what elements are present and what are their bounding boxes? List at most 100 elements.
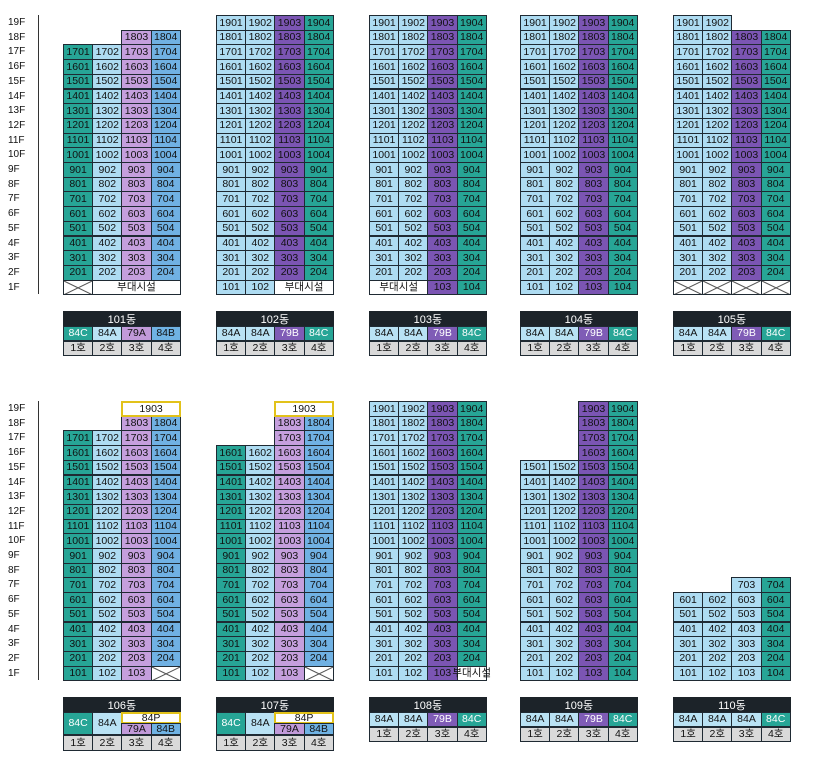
unit-cell[interactable]: 801 [216, 562, 247, 579]
unit-cell[interactable]: 304 [760, 250, 791, 266]
unit-cell[interactable]: 504 [760, 606, 791, 623]
unit-cell[interactable]: 1203 [274, 117, 305, 134]
unit-cell[interactable]: 304 [456, 250, 487, 266]
unit-cell[interactable]: 102 [549, 279, 580, 296]
unit-cell[interactable]: 1201 [520, 503, 551, 520]
unit-cell[interactable]: 201 [673, 650, 704, 667]
unit-cell[interactable]: 104 [607, 665, 638, 682]
unit-cell[interactable]: 1602 [245, 445, 276, 461]
unit-cell[interactable]: 1203 [427, 117, 458, 134]
unit-cell[interactable]: 1204 [607, 117, 638, 134]
unit-cell[interactable]: 1102 [702, 132, 733, 149]
unit-cell[interactable]: 1503 [578, 459, 609, 476]
unit-cell[interactable]: 1302 [398, 103, 429, 119]
unit-cell[interactable]: 1201 [520, 117, 551, 134]
unit-cell[interactable]: 204 [760, 650, 791, 667]
unit-cell[interactable]: 1202 [398, 117, 429, 134]
unit-cell[interactable]: 602 [549, 592, 580, 608]
unit-cell[interactable]: 1701 [369, 44, 400, 61]
unit-cell[interactable]: 1801 [369, 415, 400, 432]
unit-cell[interactable]: 1901 [520, 15, 551, 31]
unit-cell[interactable]: 1903 [427, 401, 458, 417]
unit-cell[interactable]: 1402 [398, 88, 429, 105]
unit-cell[interactable]: 401 [520, 621, 551, 638]
unit-cell[interactable]: 203 [121, 264, 152, 281]
unit-cell[interactable]: 203 [121, 650, 152, 667]
unit-cell[interactable]: 403 [274, 621, 305, 638]
unit-cell[interactable]: 203 [731, 264, 762, 281]
unit-cell[interactable]: 1403 [274, 88, 305, 105]
unit-cell[interactable]: 1004 [150, 147, 181, 163]
unit-cell[interactable]: 701 [216, 577, 247, 594]
unit-cell[interactable]: 503 [121, 606, 152, 623]
unit-cell[interactable]: 1204 [150, 117, 181, 134]
unit-cell[interactable]: 804 [150, 176, 181, 193]
unit-cell[interactable]: 703 [121, 191, 152, 208]
unit-cell[interactable]: 1304 [150, 103, 181, 119]
unit-cell[interactable]: 902 [398, 162, 429, 178]
unit-cell[interactable]: 1601 [369, 59, 400, 75]
unit-cell[interactable]: 1203 [578, 117, 609, 134]
unit-cell[interactable]: 301 [520, 636, 551, 652]
unit-cell[interactable]: 604 [760, 206, 791, 222]
unit-cell[interactable]: 504 [456, 606, 487, 623]
unit-cell[interactable]: 301 [673, 250, 704, 266]
unit-cell[interactable]: 901 [520, 548, 551, 564]
unit-cell[interactable]: 1702 [92, 430, 123, 447]
unit-cell[interactable]: 1501 [63, 459, 94, 476]
unit-cell[interactable]: 402 [398, 235, 429, 252]
unit-cell[interactable]: 603 [427, 592, 458, 608]
unit-cell[interactable]: 302 [92, 636, 123, 652]
unit-cell[interactable]: 1501 [673, 73, 704, 90]
unit-cell[interactable]: 503 [578, 606, 609, 623]
unit-cell[interactable]: 701 [63, 191, 94, 208]
unit-cell[interactable]: 503 [274, 606, 305, 623]
unit-cell[interactable]: 901 [216, 162, 247, 178]
unit-cell[interactable]: 1502 [702, 73, 733, 90]
unit-cell[interactable]: 501 [520, 606, 551, 623]
unit-cell[interactable]: 1603 [427, 445, 458, 461]
unit-cell[interactable]: 704 [760, 191, 791, 208]
unit-cell[interactable]: 1102 [549, 132, 580, 149]
unit-cell[interactable]: 703 [427, 577, 458, 594]
unit-cell[interactable]: 1903 [578, 401, 609, 417]
unit-cell[interactable]: 1102 [245, 132, 276, 149]
unit-cell[interactable]: 202 [398, 264, 429, 281]
unit-cell[interactable]: 1601 [673, 59, 704, 75]
unit-cell[interactable]: 1104 [607, 132, 638, 149]
unit-cell[interactable]: 1304 [760, 103, 791, 119]
unit-cell[interactable]: 803 [578, 562, 609, 579]
unit-cell[interactable]: 401 [520, 235, 551, 252]
unit-cell[interactable]: 1703 [578, 430, 609, 447]
unit-cell[interactable]: 1404 [456, 474, 487, 491]
unit-cell[interactable]: 403 [427, 235, 458, 252]
unit-cell[interactable]: 702 [702, 191, 733, 208]
unit-cell[interactable]: 301 [673, 636, 704, 652]
unit-cell[interactable]: 701 [369, 191, 400, 208]
unit-cell[interactable]: 702 [398, 191, 429, 208]
unit-cell[interactable]: 1704 [150, 430, 181, 447]
unit-cell[interactable]: 1203 [427, 503, 458, 520]
unit-cell[interactable]: 1501 [63, 73, 94, 90]
unit-cell[interactable]: 202 [549, 650, 580, 667]
unit-cell[interactable]: 1101 [520, 518, 551, 535]
unit-cell[interactable]: 603 [578, 206, 609, 222]
unit-cell[interactable]: 1501 [520, 73, 551, 90]
unit-cell[interactable]: 1501 [216, 73, 247, 90]
unit-cell[interactable]: 1604 [150, 445, 181, 461]
unit-cell[interactable]: 301 [216, 250, 247, 266]
unit-cell[interactable]: 704 [760, 577, 791, 594]
unit-cell[interactable]: 1603 [274, 59, 305, 75]
unit-cell[interactable]: 1002 [92, 533, 123, 549]
unit-cell[interactable]: 501 [63, 606, 94, 623]
unit-cell[interactable]: 1602 [92, 445, 123, 461]
unit-cell[interactable]: 1503 [121, 459, 152, 476]
unit-cell[interactable]: 203 [274, 264, 305, 281]
unit-cell[interactable]: 803 [427, 176, 458, 193]
unit-cell[interactable]: 1604 [303, 59, 334, 75]
unit-cell[interactable]: 1001 [520, 533, 551, 549]
unit-cell[interactable]: 1804 [303, 415, 334, 432]
unit-cell[interactable]: 103 [427, 665, 458, 682]
unit-cell[interactable]: 1402 [92, 474, 123, 491]
unit-cell[interactable]: 1702 [92, 44, 123, 61]
